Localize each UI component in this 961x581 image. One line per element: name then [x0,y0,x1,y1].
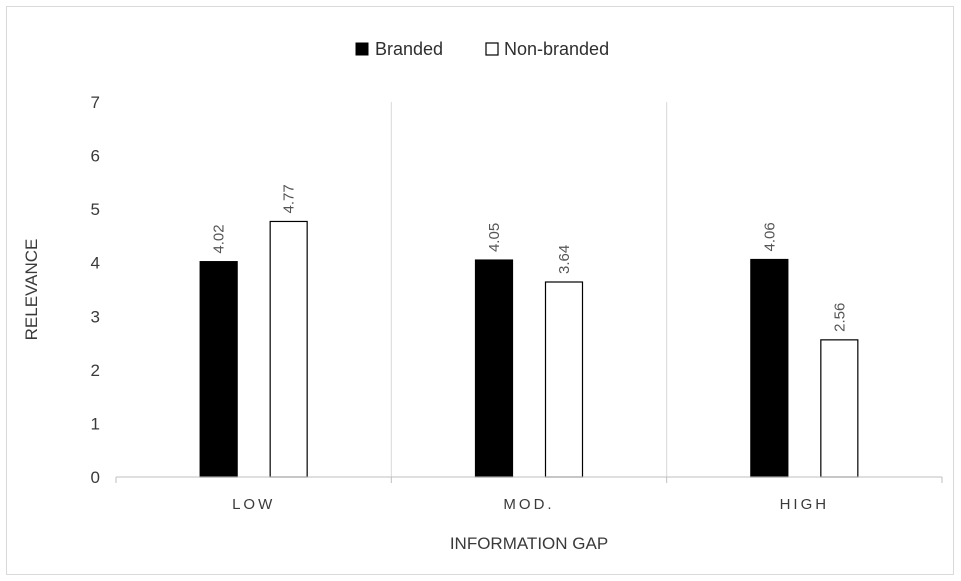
y-tick-label: 7 [91,93,100,112]
legend-label-branded: Branded [375,39,443,59]
x-category-label: LOW [232,496,275,513]
y-tick-label: 0 [91,468,100,487]
y-axis-title: RELEVANCE [22,239,41,341]
y-axis-ticks: 0 1 2 3 4 5 6 7 [91,93,100,487]
bar-branded-low [199,261,238,478]
x-axis-title: INFORMATION GAP [450,534,608,553]
data-label: 4.05 [486,223,503,252]
y-tick-label: 5 [91,200,100,219]
y-tick-label: 6 [91,147,100,166]
y-tick-label: 4 [91,254,100,273]
bar-branded-high [750,258,789,478]
legend-swatch-non-branded [485,42,499,56]
x-category-label: MOD. [503,496,554,513]
x-axis-category-labels: LOW MOD. HIGH [232,496,830,513]
data-label: 2.56 [831,303,848,332]
y-tick-label: 2 [91,361,100,380]
data-label: 4.02 [211,224,228,253]
x-axis-ticks [115,477,943,483]
bar-non-branded-high [820,339,859,478]
data-label: 3.64 [556,245,573,274]
y-tick-label: 1 [91,414,100,433]
y-tick-label: 3 [91,307,100,326]
data-label: 4.06 [761,222,778,251]
legend-swatch-branded [355,42,369,56]
category-separators [390,102,668,477]
bar-non-branded-low [269,220,308,478]
legend-label-non-branded: Non-branded [504,39,609,59]
bar-non-branded-mod [544,281,584,478]
bars [199,220,859,478]
data-label: 4.77 [281,184,298,213]
legend: Branded Non-branded [355,39,609,59]
bar-branded-mod [474,259,514,478]
x-category-label: HIGH [780,496,830,513]
data-labels: 4.02 4.77 4.05 3.64 4.06 2.56 [211,184,849,332]
